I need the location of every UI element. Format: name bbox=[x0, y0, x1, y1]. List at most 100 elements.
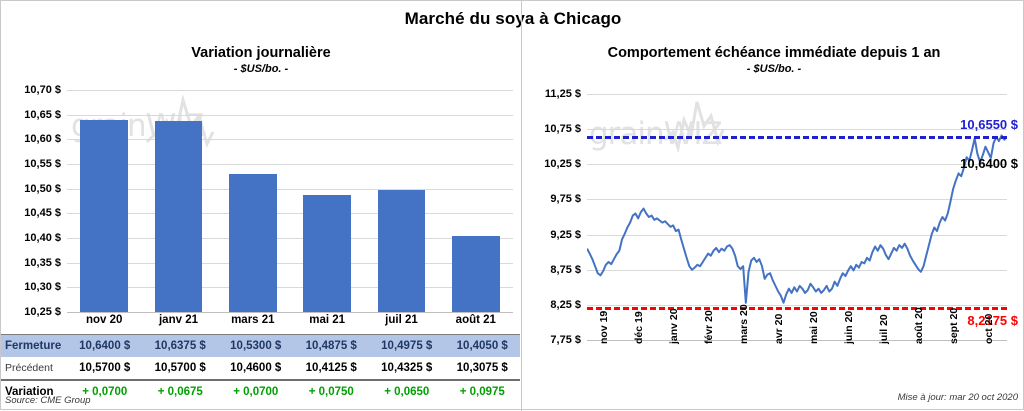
bar bbox=[229, 173, 277, 312]
x-axis-date-label: oct 20 bbox=[982, 313, 995, 344]
right-chart-title: Comportement échéance immédiate depuis 1… bbox=[607, 45, 941, 61]
x-axis-date-label: avr 20 bbox=[772, 313, 785, 344]
x-axis-date-label: nov 19 bbox=[597, 310, 610, 344]
x-axis-date-label: déc 19 bbox=[632, 311, 645, 344]
row-label-precedent: Précédent bbox=[5, 362, 53, 374]
bar bbox=[452, 235, 500, 312]
y-axis-tick-label: 10,60 $ bbox=[24, 133, 61, 146]
table-cell: 10,3075 $ bbox=[456, 362, 508, 374]
table-cell: 10,5700 $ bbox=[79, 362, 131, 374]
y-axis-tick-label: 10,25 $ bbox=[544, 158, 581, 171]
table-row-fermeture: Fermeture 10,6400 $ 10,6375 $ 10,5300 $ 10,… bbox=[1, 334, 520, 357]
y-axis-tick-label: 7,75 $ bbox=[550, 334, 581, 346]
gridline bbox=[67, 114, 513, 116]
x-axis-category-label: août 21 bbox=[455, 314, 496, 326]
annotation-low-value: 8,2175 $ bbox=[967, 313, 1018, 329]
bar bbox=[80, 119, 128, 312]
source-note: Source: CME Group bbox=[5, 395, 91, 406]
y-axis-tick-label: 9,75 $ bbox=[550, 193, 581, 206]
table-cell: + 0,0700 bbox=[82, 385, 128, 398]
x-axis-date-label: mars 20 bbox=[737, 304, 750, 344]
gridline bbox=[67, 262, 513, 264]
table-row-precedent: Précédent 10,5700 $ 10,5700 $ 10,4600 $ 10,… bbox=[1, 357, 520, 379]
gridline bbox=[67, 312, 513, 313]
x-axis-date-label: août 20 bbox=[912, 307, 925, 344]
x-axis-date-label: mai 20 bbox=[807, 311, 820, 344]
annotation-last-value: 10,6400 $ bbox=[960, 155, 1018, 171]
bar bbox=[377, 189, 426, 312]
table-row-variation: Variation + 0,0700 + 0,0675 + 0,0700 + 0,07… bbox=[1, 379, 520, 402]
table-cell: 10,4875 $ bbox=[305, 340, 357, 352]
y-axis-tick-label: 10,45 $ bbox=[24, 207, 61, 220]
summary-table: Fermeture 10,6400 $ 10,6375 $ 10,5300 $ 10,… bbox=[1, 334, 520, 402]
y-axis-tick-label: 10,40 $ bbox=[24, 232, 61, 244]
reference-line-high bbox=[587, 135, 1007, 139]
table-cell: + 0,0700 bbox=[233, 385, 279, 398]
x-axis-date-label: juin 20 bbox=[842, 310, 855, 344]
y-axis-tick-label: 8,75 $ bbox=[550, 263, 581, 276]
gridline bbox=[67, 238, 513, 239]
table-cell: + 0,0750 bbox=[308, 385, 354, 398]
row-label-variation: Variation bbox=[5, 385, 54, 398]
left-chart-panel: Variation journalière - $US/bo. - grainW… bbox=[1, 1, 521, 411]
y-axis-tick-label: 8,25 $ bbox=[550, 298, 581, 311]
table-cell: + 0,0650 bbox=[384, 385, 430, 398]
reference-line-low bbox=[587, 307, 1007, 311]
gridline bbox=[587, 199, 1007, 201]
right-chart-subtitle: - $US/bo. - bbox=[746, 63, 802, 75]
y-axis-tick-label: 10,70 $ bbox=[24, 84, 61, 96]
x-axis-category-label: nov 20 bbox=[85, 314, 123, 326]
table-cell: + 0,0675 bbox=[157, 385, 203, 398]
y-axis-tick-label: 10,65 $ bbox=[24, 108, 61, 121]
x-axis-category-label: janv 21 bbox=[158, 314, 198, 326]
line-chart-plot-area: grainWIZ 11,25 $10,75 $10,25 $9,75 $9,25… bbox=[544, 88, 1007, 346]
gridline bbox=[587, 94, 1007, 95]
gridline bbox=[587, 234, 1007, 236]
gridline bbox=[587, 164, 1007, 166]
table-cell: 10,4600 $ bbox=[230, 362, 282, 374]
x-axis-date-label: sept 20 bbox=[947, 307, 960, 344]
table-cell: 10,4975 $ bbox=[381, 340, 433, 352]
updated-note: Mise à jour: mar 20 oct 2020 bbox=[897, 392, 1018, 403]
table-cell: 10,6400 $ bbox=[79, 340, 131, 352]
table-cell: 10,4125 $ bbox=[305, 362, 357, 374]
gridline bbox=[587, 269, 1007, 271]
row-label-fermeture: Fermeture bbox=[5, 340, 62, 352]
x-axis-date-label: févr 20 bbox=[702, 310, 715, 344]
table-cell: + 0,0975 bbox=[459, 385, 505, 398]
gridline bbox=[67, 139, 513, 141]
gridline bbox=[587, 340, 1007, 341]
x-axis-category-label: mai 21 bbox=[309, 314, 346, 326]
gridline bbox=[587, 304, 1007, 306]
table-cell: 10,4325 $ bbox=[381, 362, 433, 374]
x-axis-date-label: juil 20 bbox=[877, 314, 890, 344]
y-axis-tick-label: 10,50 $ bbox=[24, 182, 61, 195]
right-chart-panel: Comportement échéance immédiate depuis 1… bbox=[521, 1, 1024, 411]
gridline bbox=[587, 129, 1007, 131]
y-axis-tick-label: 10,75 $ bbox=[544, 123, 581, 136]
annotation-high-value: 10,6550 $ bbox=[960, 116, 1018, 132]
gridline bbox=[67, 90, 513, 91]
y-axis-tick-label: 10,30 $ bbox=[24, 281, 61, 294]
table-cell: 10,6375 $ bbox=[154, 340, 206, 352]
left-chart-subtitle: - $US/bo. - bbox=[233, 63, 289, 75]
gridline bbox=[67, 213, 513, 215]
gridline bbox=[67, 188, 513, 190]
gridline bbox=[67, 164, 513, 165]
x-axis-category-label: juil 21 bbox=[385, 314, 418, 326]
bar bbox=[303, 194, 351, 312]
table-cell: 10,5300 $ bbox=[230, 340, 282, 352]
y-axis-tick-label: 11,25 $ bbox=[544, 88, 581, 100]
table-cell: 10,4050 $ bbox=[456, 340, 508, 352]
bar bbox=[154, 120, 203, 312]
line-chart-date-axis: nov 19 déc 19 janv 20 févr 20 mars 20 avr 20 m… bbox=[587, 304, 1007, 388]
price-line-series bbox=[587, 134, 1007, 304]
x-axis-category-label: mars 21 bbox=[231, 314, 275, 326]
left-chart-title: Variation journalière bbox=[191, 45, 331, 61]
bar-chart-plot-area: grainWIZ 10,70 $10,65 $10,60 $10,55 $10,… bbox=[24, 84, 513, 318]
x-axis-date-label: janv 20 bbox=[667, 308, 680, 344]
bar-chart-category-axis: nov 20 janv 21 mars 21 mai 21 juil 21 août 21 bbox=[67, 314, 513, 334]
table-cell: 10,5700 $ bbox=[154, 362, 206, 374]
page-title: Marché du soya à Chicago bbox=[404, 9, 622, 28]
